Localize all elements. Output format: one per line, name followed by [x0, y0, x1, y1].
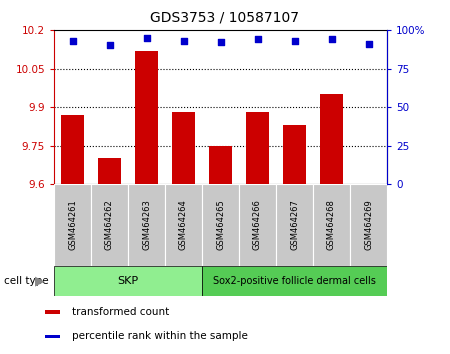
Bar — [239, 184, 276, 266]
Text: transformed count: transformed count — [72, 307, 169, 317]
Bar — [247, 112, 269, 184]
Bar — [61, 115, 84, 184]
Text: GSM464266: GSM464266 — [253, 199, 262, 250]
Bar — [202, 266, 387, 296]
Point — [254, 36, 261, 42]
Bar — [202, 184, 239, 266]
Text: SKP: SKP — [117, 275, 139, 286]
Bar — [350, 184, 387, 266]
Bar — [172, 112, 194, 184]
Point — [217, 40, 224, 45]
Bar — [284, 125, 306, 184]
Bar — [276, 184, 313, 266]
Text: GSM464264: GSM464264 — [179, 199, 188, 250]
Text: GDS3753 / 10587107: GDS3753 / 10587107 — [150, 11, 300, 25]
Bar — [99, 158, 121, 184]
Text: GSM464262: GSM464262 — [105, 199, 114, 250]
Text: percentile rank within the sample: percentile rank within the sample — [72, 331, 248, 342]
Bar — [135, 51, 157, 184]
Text: GSM464269: GSM464269 — [364, 199, 373, 250]
Bar — [45, 310, 60, 314]
Text: Sox2-positive follicle dermal cells: Sox2-positive follicle dermal cells — [213, 275, 376, 286]
Bar — [320, 94, 342, 184]
Point — [291, 38, 298, 44]
Bar — [54, 266, 202, 296]
Point — [328, 36, 335, 42]
Text: cell type: cell type — [4, 275, 49, 286]
Point — [180, 38, 187, 44]
Bar — [313, 184, 350, 266]
Text: GSM464267: GSM464267 — [290, 199, 299, 250]
Bar — [45, 335, 60, 338]
Text: GSM464265: GSM464265 — [216, 199, 225, 250]
Point — [143, 35, 150, 41]
Bar — [128, 184, 165, 266]
Text: GSM464263: GSM464263 — [142, 199, 151, 250]
Point — [69, 38, 76, 44]
Point — [365, 41, 372, 47]
Point — [106, 42, 113, 48]
Bar — [91, 184, 128, 266]
Bar — [165, 184, 202, 266]
Text: GSM464261: GSM464261 — [68, 199, 77, 250]
Bar — [209, 145, 232, 184]
Text: ▶: ▶ — [35, 274, 45, 287]
Text: GSM464268: GSM464268 — [327, 199, 336, 250]
Bar — [54, 184, 91, 266]
